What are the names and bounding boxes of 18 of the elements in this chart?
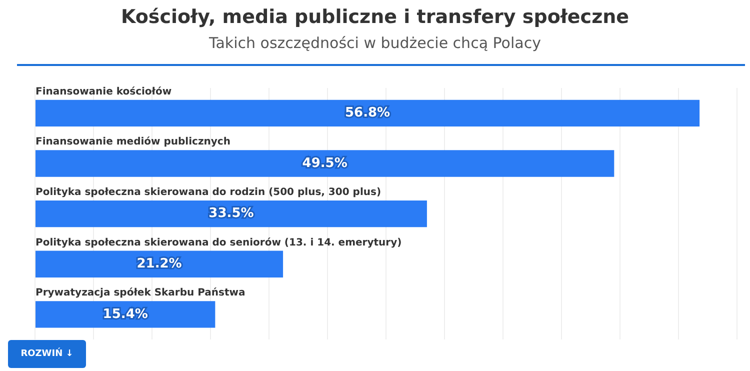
expand-button: ROZWIŃ ↓	[8, 340, 86, 368]
bar	[36, 200, 427, 228]
data-label: 56.8%	[344, 106, 390, 121]
chart-title: Kościoły, media publiczne i transfery społeczne	[120, 6, 630, 28]
y-tick-label: Finansowanie mediów publicznych	[36, 136, 230, 148]
bar	[36, 150, 614, 177]
bar	[36, 100, 700, 126]
data-label: 33.5%	[208, 206, 254, 222]
data-label: 21.2%	[136, 256, 182, 272]
y-tick-label: Prywatyzacja spółek Skarbu Państwa	[36, 286, 246, 299]
bar	[36, 250, 284, 278]
data-label: 49.5%	[302, 156, 348, 171]
y-tick-label: Polityka społeczna skierowana do rodzin (500 plus, 300 plus)	[36, 187, 382, 198]
chart-subtitle: Takich oszczędności w budżecie chcą Polacy	[208, 34, 542, 52]
y-tick-label: Finansowanie kościołów	[36, 85, 172, 98]
y-tick-label: Polityka społeczna skierowana do seniorów (13. i 14. emerytury)	[36, 237, 402, 248]
bar	[36, 301, 216, 328]
data-label: 15.4%	[102, 306, 148, 322]
